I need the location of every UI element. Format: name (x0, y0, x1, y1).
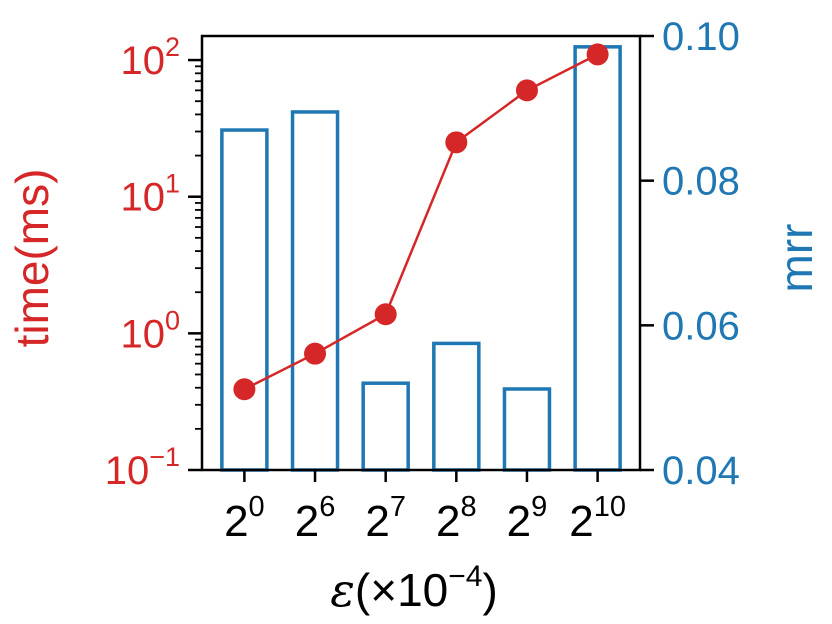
right-axis-label: mrr (770, 224, 822, 293)
x-axis: 20 26 27 28 29 210 (224, 470, 626, 546)
x-tick-label-3: 28 (436, 491, 477, 546)
right-tick-label-3: 0.10 (662, 15, 740, 59)
time-line (243, 53, 599, 391)
x-tick-label-5: 210 (569, 491, 626, 546)
bar-1 (290, 110, 340, 472)
line-point-1 (304, 342, 327, 365)
right-tick-label-0: 0.04 (662, 449, 740, 493)
left-axis: 10−1 100 101 102 (105, 32, 202, 493)
x-tick-label-2: 27 (365, 491, 406, 546)
x-axis-label-exponent: −4 (448, 560, 482, 593)
x-tick-label-1: 26 (295, 491, 336, 546)
bar-2 (361, 381, 410, 472)
line-point-2 (374, 303, 397, 326)
line-point-0 (233, 378, 256, 401)
line-point-3 (445, 131, 468, 154)
plot-frame (200, 34, 642, 472)
left-tick-label-2: 101 (120, 169, 180, 220)
x-tick-label-4: 29 (507, 491, 548, 546)
right-tick-label-2: 0.08 (662, 160, 740, 204)
bars-layer (220, 45, 622, 472)
left-tick-label-0: 10−1 (105, 442, 180, 493)
left-tick-label-3: 102 (120, 32, 180, 83)
bar-5 (573, 45, 622, 472)
x-tick-label-0: 20 (224, 491, 265, 546)
x-axis-label-symbol: ε (330, 563, 355, 617)
line-point-4 (515, 79, 538, 102)
right-tick-label-1: 0.06 (662, 304, 740, 348)
line-layer (233, 43, 609, 401)
bar-0 (220, 128, 269, 472)
left-axis-label: time(ms) (6, 169, 58, 348)
right-axis: 0.04 0.06 0.08 0.10 (640, 15, 740, 493)
x-axis-label-prefix: (×10 (355, 564, 448, 616)
x-axis-label-suffix: ) (482, 564, 497, 616)
bar-3 (432, 341, 481, 472)
x-axis-label: ε(×10−4) (330, 560, 498, 617)
left-tick-label-1: 100 (120, 305, 180, 356)
bar-4 (502, 387, 552, 472)
line-point-5 (586, 43, 609, 66)
